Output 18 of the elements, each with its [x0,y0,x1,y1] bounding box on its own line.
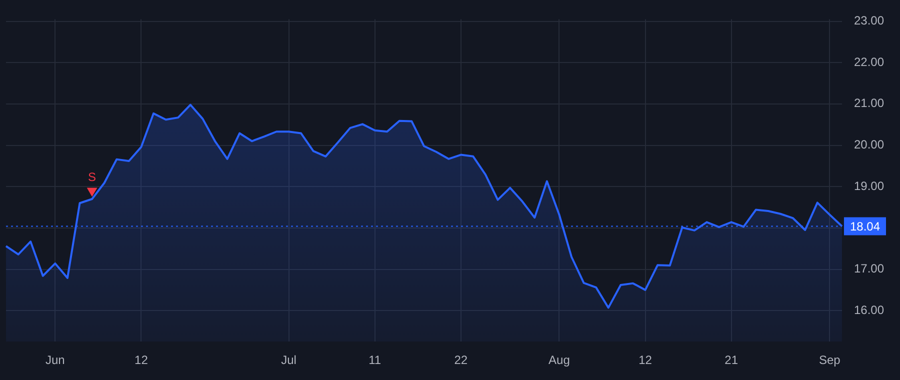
y-tick-label: 19.00 [854,178,884,193]
x-tick-label: 11 [368,353,382,368]
x-tick-label: Jun [45,353,65,368]
y-tick-label: 16.00 [854,302,884,317]
y-tick-label: 23.00 [854,14,884,28]
x-tick-label: Sep [818,353,841,368]
x-tick-label: 21 [724,353,738,368]
x-tick-label: Jul [281,353,296,368]
data-label: S [88,170,96,184]
x-tick-label: 12 [134,353,148,368]
x-tick-label: 22 [454,353,468,368]
x-tick-label: Aug [548,353,570,368]
y-tick-label: 22.00 [854,54,884,69]
x-tick-label: 12 [638,353,652,368]
y-tick-label: 17.00 [854,262,884,276]
y-tick-label: 20.00 [854,138,884,152]
y-tick-label: 21.00 [854,96,884,110]
ref-line-label: 18.04 [850,220,880,234]
